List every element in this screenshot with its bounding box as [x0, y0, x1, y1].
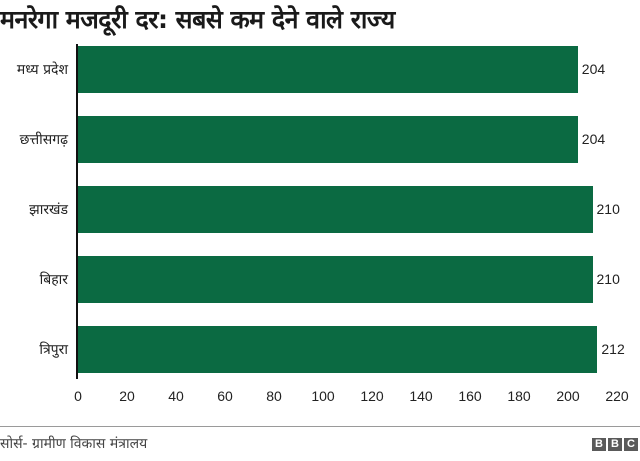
- bbc-logo: B B C: [592, 438, 638, 451]
- x-tick: 20: [119, 388, 135, 404]
- bar-0: [78, 46, 578, 93]
- x-tick: 0: [74, 388, 82, 404]
- x-tick: 60: [217, 388, 233, 404]
- category-label: त्रिपुरा: [39, 342, 68, 358]
- data-label: 212: [601, 341, 625, 357]
- x-tick: 120: [360, 388, 384, 404]
- data-label: 204: [581, 61, 606, 77]
- data-label: 210: [596, 271, 620, 287]
- x-tick: 140: [409, 388, 433, 404]
- x-tick: 220: [605, 388, 629, 404]
- x-tick: 200: [556, 388, 580, 404]
- logo-letter: C: [624, 438, 638, 451]
- chart-title: मनरेगा मजदूरी दर: सबसे कम देने वाले राज्…: [0, 5, 395, 34]
- logo-letter: B: [608, 438, 622, 451]
- bar-2: [78, 186, 593, 233]
- x-tick: 80: [266, 388, 282, 404]
- data-label: 204: [581, 131, 606, 147]
- category-label: झारखंड: [29, 202, 68, 218]
- data-label: 210: [596, 201, 620, 217]
- bar-3: [78, 256, 593, 303]
- bar-4: [78, 326, 598, 373]
- x-tick: 100: [311, 388, 335, 404]
- bar-1: [78, 116, 578, 163]
- x-tick: 40: [168, 388, 184, 404]
- category-label: मध्य प्रदेश: [16, 62, 68, 78]
- category-label: छत्तीसगढ़: [19, 132, 68, 148]
- category-label: बिहार: [39, 272, 68, 288]
- y-axis-line: [76, 44, 78, 379]
- x-tick: 180: [507, 388, 531, 404]
- x-tick: 160: [458, 388, 482, 404]
- footer-divider: [0, 426, 640, 427]
- logo-letter: B: [592, 438, 606, 451]
- source-note: सोर्स- ग्रामीण विकास मंत्रालय: [0, 436, 148, 452]
